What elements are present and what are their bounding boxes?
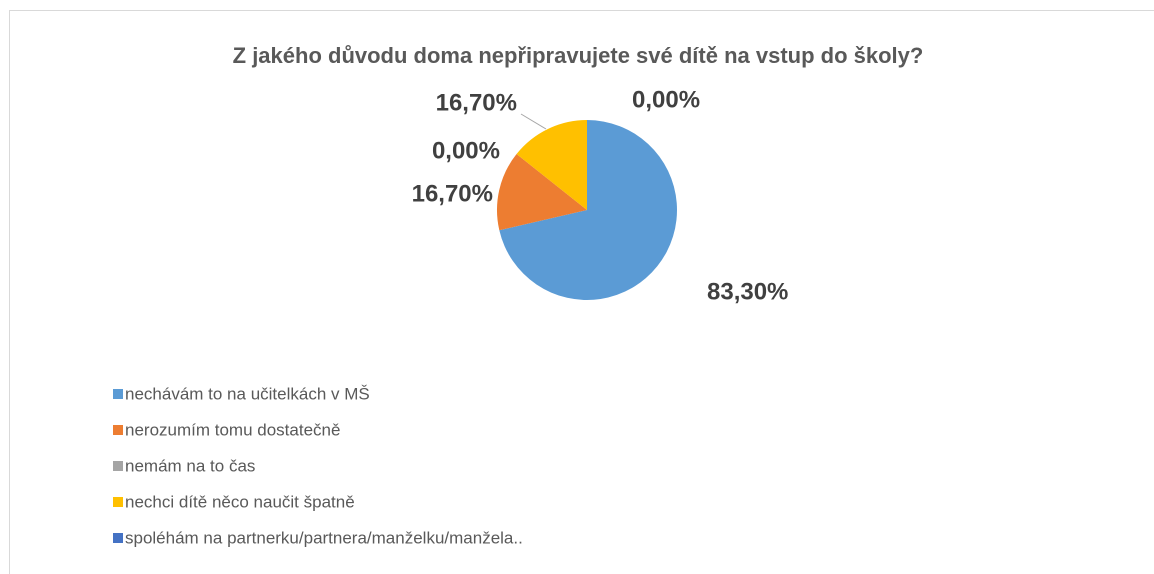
data-label: 0,00%	[632, 86, 700, 113]
legend-swatch	[113, 389, 123, 399]
legend-label: nechci dítě něco naučit špatně	[125, 492, 355, 511]
legend-swatch	[113, 425, 123, 435]
legend-label: nechávám to na učitelkách v MŠ	[125, 384, 370, 403]
legend-swatch	[113, 497, 123, 507]
legend-label: spoléhám na partnerku/partnera/manželku/…	[125, 528, 523, 547]
leader-line	[520, 113, 547, 130]
legend-swatch	[113, 533, 123, 543]
pie-slice	[497, 153, 587, 231]
legend-label: nerozumím tomu dostatečně	[125, 420, 340, 439]
data-label: 83,30%	[707, 278, 788, 305]
data-label: 16,70%	[436, 89, 517, 116]
pie-slice	[516, 120, 587, 210]
data-label: 0,00%	[432, 137, 500, 164]
pie-slice	[499, 120, 677, 300]
legend-swatch	[113, 461, 123, 471]
chart-title: Z jakého důvodu doma nepřipravujete své …	[233, 43, 924, 68]
legend-label: nemám na to čas	[125, 456, 255, 475]
data-label: 16,70%	[412, 180, 493, 207]
